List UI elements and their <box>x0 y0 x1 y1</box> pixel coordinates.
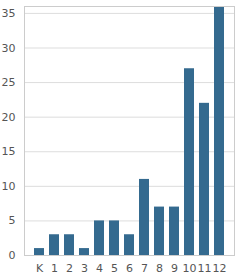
svg-text:35: 35 <box>2 7 16 20</box>
svg-text:8: 8 <box>156 262 163 275</box>
svg-text:5: 5 <box>9 214 16 227</box>
svg-text:6: 6 <box>126 262 133 275</box>
svg-text:20: 20 <box>2 111 16 124</box>
svg-text:K: K <box>36 262 44 275</box>
svg-text:15: 15 <box>2 145 16 158</box>
svg-text:1: 1 <box>51 262 58 275</box>
svg-text:9: 9 <box>171 262 178 275</box>
svg-text:10: 10 <box>183 262 197 275</box>
svg-text:7: 7 <box>141 262 148 275</box>
svg-text:12: 12 <box>213 262 227 275</box>
svg-text:0: 0 <box>9 249 16 262</box>
svg-text:4: 4 <box>96 262 103 275</box>
svg-text:2: 2 <box>66 262 73 275</box>
svg-text:3: 3 <box>81 262 88 275</box>
svg-text:30: 30 <box>2 42 16 55</box>
svg-text:5: 5 <box>111 262 118 275</box>
svg-text:25: 25 <box>2 76 16 89</box>
svg-text:10: 10 <box>2 180 16 193</box>
svg-text:11: 11 <box>198 262 212 275</box>
